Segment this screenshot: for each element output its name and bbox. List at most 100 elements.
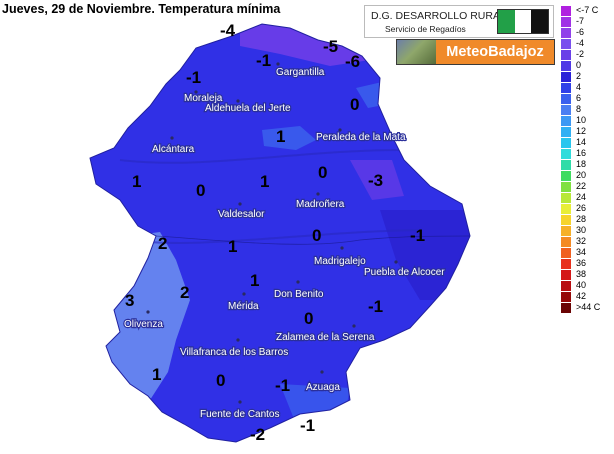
legend-label: 20 — [576, 170, 587, 180]
city-label: Madroñera — [296, 199, 345, 210]
temperature-value: 0 — [196, 181, 205, 200]
legend-swatch — [561, 270, 571, 280]
legend-row: 20 — [561, 170, 613, 181]
temperature-value: 2 — [180, 283, 189, 302]
legend-label: 42 — [576, 291, 587, 301]
legend-label: 4 — [576, 82, 582, 92]
legend-swatch — [561, 72, 571, 82]
meteobadajoz-text: MeteoBadajoz — [436, 40, 554, 64]
legend-swatch — [561, 237, 571, 247]
city-labels: Gargantilla Moraleja Aldehuela del Jerte… — [123, 62, 446, 421]
legend-swatch — [561, 50, 571, 60]
city-label: Madrigalejo — [314, 256, 366, 267]
city-label: Don Benito — [274, 289, 324, 300]
temperature-value: 1 — [132, 172, 141, 191]
meteobadajoz-logo: MeteoBadajoz — [396, 39, 555, 65]
temperature-value: 2 — [158, 234, 167, 253]
legend-swatch — [561, 28, 571, 38]
city-label: Peraleda de la Mata — [316, 132, 406, 143]
legend-label: 28 — [576, 214, 587, 224]
northern-cold-zone — [240, 24, 370, 66]
city-label: Aldehuela del Jerte — [205, 103, 291, 114]
temperature-value: -1 — [368, 297, 383, 316]
legend-swatch — [561, 127, 571, 137]
temperature-value: 1 — [250, 271, 259, 290]
legend-swatch — [561, 226, 571, 236]
temperature-legend: <-7 C -7 -6 -4 -2 0 2 4 6 8 10 12 14 16 18 20 22 24 26 28 30… — [561, 5, 613, 313]
city-label: Mérida — [228, 301, 259, 312]
legend-row: 26 — [561, 203, 613, 214]
legend-label: 36 — [576, 258, 587, 268]
legend-swatch — [561, 116, 571, 126]
legend-label: 38 — [576, 269, 587, 279]
temperature-value: 3 — [125, 291, 134, 310]
legend-swatch — [561, 105, 571, 115]
legend-row: 2 — [561, 71, 613, 82]
legend-swatch — [561, 292, 571, 302]
region-fill — [90, 24, 470, 442]
legend-label: 2 — [576, 71, 582, 81]
legend-row: 36 — [561, 258, 613, 269]
legend-swatch — [561, 171, 571, 181]
temperature-value: 1 — [152, 365, 161, 384]
legend-label: -2 — [576, 49, 585, 59]
legend-row: 42 — [561, 291, 613, 302]
eastern-dark-zone — [380, 210, 470, 300]
extremadura-region — [89, 23, 471, 443]
legend-swatch — [561, 61, 571, 71]
legend-swatch — [561, 182, 571, 192]
legend-swatch — [561, 94, 571, 104]
temperature-value: 0 — [216, 371, 225, 390]
legend-row: 0 — [561, 60, 613, 71]
legend-swatch — [561, 204, 571, 214]
legend-label: 34 — [576, 247, 587, 257]
temperature-value: 0 — [312, 226, 321, 245]
legend-label: 30 — [576, 225, 587, 235]
legend-label: -4 — [576, 38, 585, 48]
city-label: Fuente de Cantos — [200, 409, 280, 420]
temperature-value: 0 — [350, 95, 359, 114]
legend-row: 38 — [561, 269, 613, 280]
legend-row: 22 — [561, 181, 613, 192]
temperature-value: -1 — [256, 51, 271, 70]
city-label: Azuaga — [306, 382, 340, 393]
temperature-value: -1 — [300, 416, 315, 435]
legend-row: -2 — [561, 49, 613, 60]
legend-swatch — [561, 259, 571, 269]
villuercas-cold-zone — [350, 160, 404, 200]
city-label: Gargantilla — [276, 67, 325, 78]
legend-label: -7 — [576, 16, 585, 26]
legend-label: <-7 C — [576, 5, 599, 15]
temperature-value: 0 — [304, 309, 313, 328]
city-label: Olivenza — [124, 319, 163, 330]
legend-row: 32 — [561, 236, 613, 247]
legend-label: 24 — [576, 192, 587, 202]
legend-label: 16 — [576, 148, 587, 158]
tajo-river — [119, 149, 401, 164]
legend-label: -6 — [576, 27, 585, 37]
legend-label: 6 — [576, 93, 582, 103]
legend-label: 14 — [576, 137, 587, 147]
legend-row: 8 — [561, 104, 613, 115]
legend-swatch — [561, 303, 571, 313]
legend-swatch — [561, 248, 571, 258]
legend-row: <-7 C — [561, 5, 613, 16]
legend-swatch — [561, 281, 571, 291]
legend-row: >44 C — [561, 302, 613, 313]
legend-label: 32 — [576, 236, 587, 246]
junta-flag-icon — [497, 9, 549, 34]
legend-label: 26 — [576, 203, 587, 213]
legend-row: 28 — [561, 214, 613, 225]
legend-swatch — [561, 149, 571, 159]
legend-row: 30 — [561, 225, 613, 236]
temperature-value: -4 — [220, 21, 236, 40]
city-label: Villafranca de los Barros — [180, 347, 288, 358]
region-border — [89, 23, 471, 443]
legend-label: 12 — [576, 126, 587, 136]
temperature-value: 1 — [228, 237, 237, 256]
temperature-value: -2 — [250, 425, 265, 444]
dg-subtitle: Servicio de Regadíos — [385, 24, 466, 34]
dg-title: D.G. DESARROLLO RURAL — [371, 10, 506, 22]
legend-swatch — [561, 39, 571, 49]
